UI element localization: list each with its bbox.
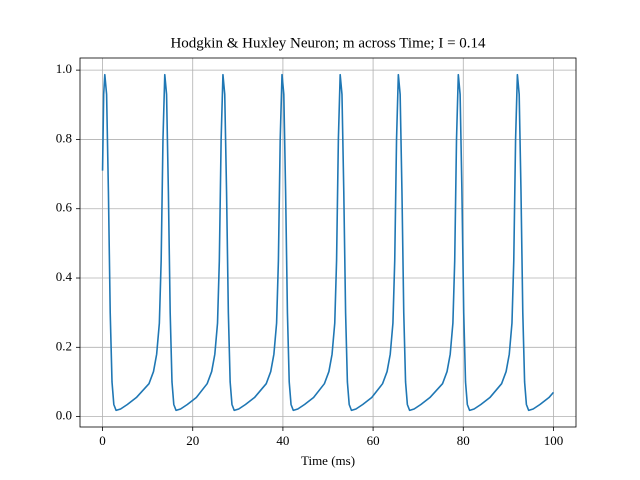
y-tick-label: 1.0 [56, 61, 72, 76]
x-tick-label: 80 [457, 433, 470, 448]
plot-frame [79, 57, 577, 428]
x-tick-label: 0 [99, 433, 106, 448]
y-tick-label: 0.6 [56, 200, 73, 215]
y-tick-label: 0.4 [56, 269, 73, 284]
x-axis-label: Time (ms) [301, 453, 355, 468]
y-tick-label: 0.2 [56, 338, 72, 353]
y-tick-label: 0.0 [56, 408, 72, 423]
y-tick-label: 0.8 [56, 130, 72, 145]
data-line [101, 73, 555, 412]
x-tick-label: 20 [186, 433, 199, 448]
x-tick-label: 60 [367, 433, 380, 448]
chart-title: Hodgkin & Huxley Neuron; m across Time; … [170, 35, 486, 51]
x-tick-label: 40 [276, 433, 289, 448]
x-tick-label: 100 [544, 433, 564, 448]
